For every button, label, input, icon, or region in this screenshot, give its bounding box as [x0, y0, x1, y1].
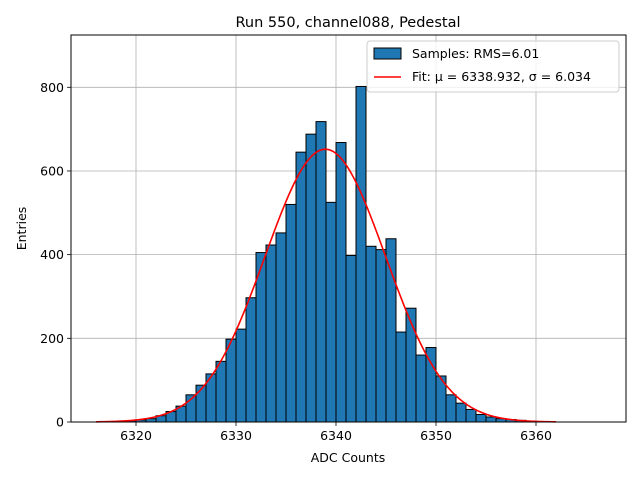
gaussian-fit — [95, 148, 557, 423]
histogram-bar — [475, 413, 487, 423]
histogram-bar — [445, 394, 457, 423]
histogram-bar — [375, 249, 387, 423]
histogram-bar — [305, 133, 317, 423]
y-axis-label: Entries — [14, 207, 29, 251]
histogram-bar — [385, 238, 397, 423]
x-tick-label: 6350 — [420, 428, 452, 443]
y-axis-ticks: 0 200 400 600 800 — [40, 80, 71, 430]
histogram-bar — [415, 354, 427, 423]
histogram-bar — [355, 85, 367, 423]
x-tick-label: 6320 — [120, 428, 152, 443]
x-tick-label: 6360 — [520, 428, 552, 443]
legend-fit-label: Fit: μ = 6338.932, σ = 6.034 — [412, 69, 591, 84]
y-tick-label: 0 — [56, 415, 64, 430]
histogram-bar — [215, 360, 227, 423]
legend-frame — [366, 40, 620, 93]
histogram-bar — [285, 203, 297, 423]
y-tick-label: 800 — [40, 80, 64, 95]
histogram-bars — [125, 85, 537, 423]
histogram-bar — [325, 201, 337, 423]
histogram-bar — [235, 328, 247, 423]
histogram-bar — [425, 347, 437, 423]
histogram-bar — [455, 402, 467, 423]
plot-frame — [70, 34, 627, 423]
x-tick-label: 6330 — [220, 428, 252, 443]
histogram-bar — [245, 297, 257, 423]
y-tick-label: 200 — [40, 331, 64, 346]
histogram-bar — [465, 408, 477, 423]
histogram-bar — [265, 244, 277, 423]
legend: Samples: RMS=6.01 Fit: μ = 6338.932, σ =… — [366, 40, 620, 93]
histogram-bar — [485, 416, 497, 423]
histogram-bar — [195, 384, 207, 423]
histogram-bar — [295, 151, 307, 423]
fit-curve — [95, 148, 557, 423]
x-tick-label: 6340 — [320, 428, 352, 443]
histogram-bar — [365, 245, 377, 423]
histogram-bar — [405, 307, 417, 423]
y-tick-label: 600 — [40, 163, 64, 178]
histogram-bar — [335, 142, 347, 423]
histogram-bar — [315, 121, 327, 423]
histogram-bar — [395, 331, 407, 423]
x-axis-ticks: 6320 6330 6340 6350 6360 — [120, 422, 552, 443]
histogram-bar — [275, 232, 287, 423]
legend-samples-swatch — [373, 47, 402, 60]
histogram-bar — [345, 254, 357, 423]
x-axis-label: ADC Counts — [311, 450, 386, 465]
histogram-bar — [225, 338, 237, 423]
y-tick-label: 400 — [40, 247, 64, 262]
chart-title: Run 550, channel088, Pedestal — [235, 15, 460, 31]
legend-samples-label: Samples: RMS=6.01 — [412, 46, 539, 61]
